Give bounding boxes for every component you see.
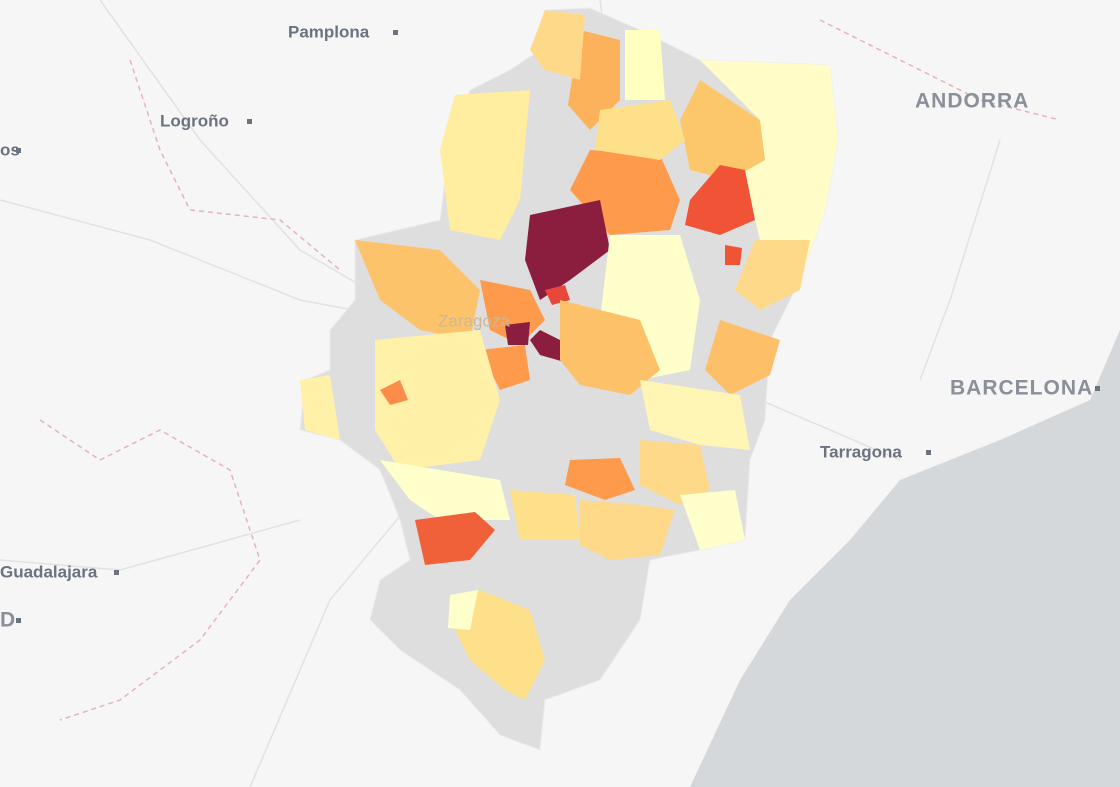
region xyxy=(680,490,745,550)
city-label: D xyxy=(0,609,16,632)
region xyxy=(735,240,810,310)
region xyxy=(725,245,742,265)
borders xyxy=(39,19,1061,721)
city-marker xyxy=(16,618,21,623)
city-label: Guadalajara xyxy=(0,562,98,581)
country-label: ANDORRA xyxy=(915,90,1029,113)
region xyxy=(440,90,530,240)
city-marker xyxy=(926,450,931,455)
city-label: Zaragoza xyxy=(438,311,510,330)
region xyxy=(560,300,660,395)
region xyxy=(530,10,585,80)
region xyxy=(680,80,765,180)
region xyxy=(565,458,635,500)
city-marker xyxy=(16,148,21,153)
region xyxy=(580,500,675,560)
region xyxy=(355,240,480,340)
region xyxy=(448,590,478,630)
city-marker xyxy=(1095,386,1100,391)
city-label: Logroño xyxy=(160,111,229,130)
region xyxy=(625,30,665,100)
city-marker xyxy=(247,119,252,124)
region xyxy=(415,512,495,565)
city-label: os xyxy=(0,140,20,159)
region xyxy=(525,200,610,300)
region xyxy=(685,165,755,235)
region xyxy=(700,60,838,280)
region xyxy=(595,100,685,160)
region xyxy=(510,490,580,540)
city-label: BARCELONA xyxy=(950,377,1093,400)
city-marker xyxy=(393,30,398,35)
region xyxy=(375,330,500,470)
region xyxy=(505,322,530,345)
city-label: Pamplona xyxy=(288,22,370,41)
region xyxy=(640,380,750,450)
sea xyxy=(690,330,1120,787)
city-marker xyxy=(114,570,119,575)
region xyxy=(640,440,710,505)
region xyxy=(380,460,510,520)
region xyxy=(380,380,408,405)
region xyxy=(300,375,340,440)
region xyxy=(705,320,780,395)
city-label: Tarragona xyxy=(820,442,902,461)
region xyxy=(450,590,545,700)
region xyxy=(480,345,530,390)
region xyxy=(545,285,570,305)
